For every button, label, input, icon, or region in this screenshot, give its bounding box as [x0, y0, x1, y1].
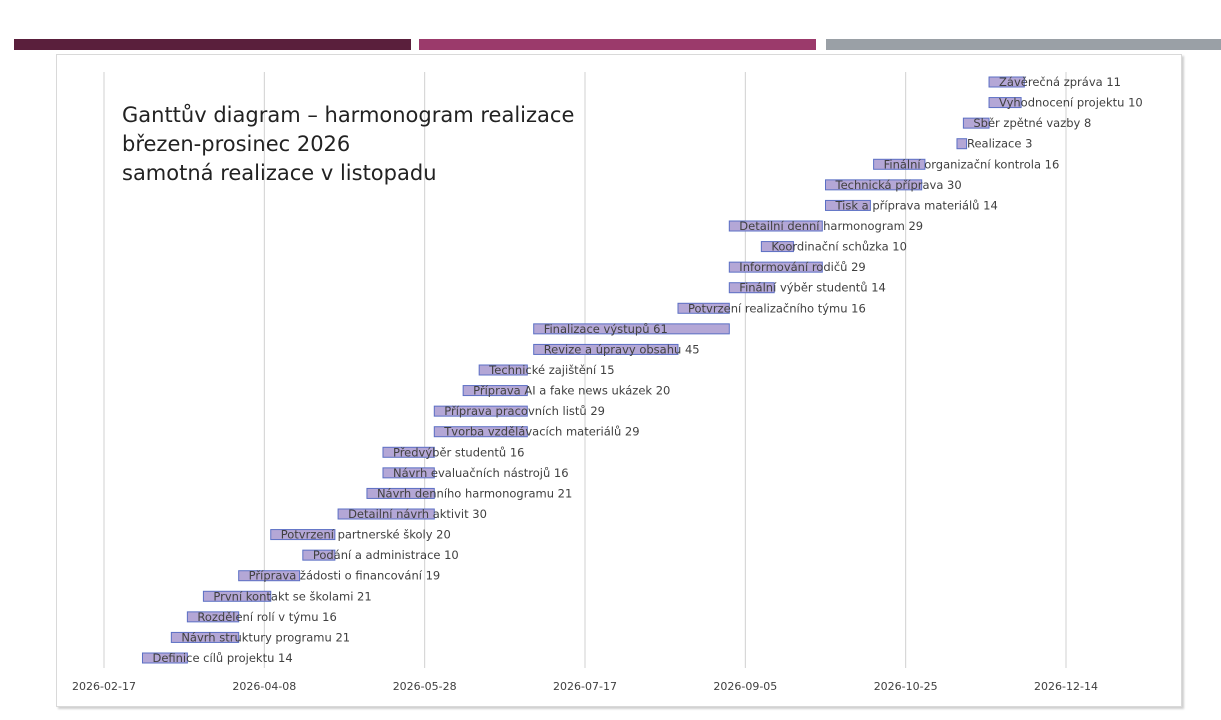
- x-tick-label: 2026-04-08: [232, 680, 296, 693]
- task-bar: [825, 179, 923, 191]
- task-bar: [728, 282, 775, 294]
- task-label: Detailní návrh aktivit 30: [348, 507, 487, 521]
- task-label: Předvýběr studentů 16: [393, 445, 524, 459]
- task-bar: [988, 76, 1025, 88]
- task-label: Technická příprava 30: [835, 178, 962, 192]
- task-bar: [478, 364, 528, 376]
- task-label: Příprava žádosti o financování 19: [249, 569, 441, 583]
- task-bar: [760, 241, 794, 253]
- task-bar: [728, 220, 823, 232]
- x-tick-label: 2026-10-25: [874, 680, 938, 693]
- header-accent-bar-grey: [826, 39, 1221, 50]
- task-bar: [962, 117, 990, 129]
- task-label: Závěrečná zpráva 11: [999, 75, 1121, 89]
- task-bar: [956, 138, 968, 150]
- task-bar: [337, 508, 435, 520]
- task-label: Vyhodnocení projektu 10: [999, 96, 1143, 110]
- header-accent-bar-mid: [419, 39, 816, 50]
- task-label: Návrh denního harmonogramu 21: [377, 486, 572, 500]
- task-bar: [238, 570, 301, 582]
- task-label: Finální organizační kontrola 16: [884, 157, 1060, 171]
- task-label: Příprava AI a fake news ukázek 20: [473, 384, 670, 398]
- task-bar: [873, 158, 926, 170]
- task-bar: [302, 549, 336, 561]
- chart-title-line-3: samotná realizace v listopadu: [122, 161, 437, 185]
- task-label: Potvrzení partnerské školy 20: [281, 528, 451, 542]
- chart-title: Ganttův diagram – harmonogram realizace …: [122, 101, 574, 188]
- task-bar: [825, 199, 871, 211]
- task-label: Příprava pracovních listů 29: [444, 404, 605, 418]
- task-label: Realizace 3: [967, 137, 1032, 151]
- task-bar: [433, 405, 528, 417]
- task-label: Definice cílů projektu 14: [152, 651, 292, 665]
- x-tick-label: 2026-05-28: [393, 680, 457, 693]
- task-bar: [186, 611, 240, 623]
- task-bar: [462, 385, 528, 397]
- task-label: Detailní denní harmonogram 29: [739, 219, 923, 233]
- task-label: Technické zajištění 15: [488, 363, 614, 377]
- task-label: Podání a administrace 10: [313, 548, 459, 562]
- task-label: Tvorba vzdělávacích materiálů 29: [443, 425, 639, 439]
- task-bar: [533, 343, 679, 355]
- task-bar: [677, 302, 730, 314]
- chart-title-line-1: Ganttův diagram – harmonogram realizace: [122, 103, 575, 127]
- task-label: Potvrzení realizačního týmu 16: [688, 301, 866, 315]
- task-label: Koordinační schůzka 10: [771, 240, 907, 254]
- task-label: Návrh evaluačních nástrojů 16: [393, 466, 569, 480]
- task-bar: [433, 426, 528, 438]
- task-bar: [141, 652, 188, 664]
- task-bar: [202, 590, 272, 602]
- task-label: Tisk a příprava materiálů 14: [835, 198, 998, 212]
- task-label: Informování rodičů 29: [739, 260, 865, 274]
- x-tick-label: 2026-07-17: [553, 680, 617, 693]
- task-bar: [366, 487, 435, 499]
- task-label: Revize a úpravy obsahu 45: [544, 342, 700, 356]
- task-label: Finální výběr studentů 14: [739, 281, 886, 295]
- task-bar: [170, 631, 240, 643]
- task-bar: [988, 97, 1022, 109]
- task-bar: [382, 446, 435, 458]
- x-tick-label: 2026-09-05: [713, 680, 777, 693]
- task-label: Rozdělení rolí v týmu 16: [197, 610, 336, 624]
- task-label: Návrh struktury programu 21: [181, 630, 350, 644]
- task-label: První kontakt se školami 21: [213, 589, 371, 603]
- task-bar: [728, 261, 823, 273]
- x-tick-label: 2026-02-17: [72, 680, 136, 693]
- x-tick-label: 2026-12-14: [1034, 680, 1098, 693]
- task-bar: [382, 467, 435, 479]
- task-bar: [533, 323, 730, 335]
- task-label: Sběr zpětné vazby 8: [973, 116, 1091, 130]
- chart-title-line-2: březen-prosinec 2026: [122, 132, 351, 156]
- task-label: Finalizace výstupů 61: [544, 322, 668, 336]
- header-accent-bar-dark: [14, 39, 411, 50]
- task-bar: [270, 529, 336, 541]
